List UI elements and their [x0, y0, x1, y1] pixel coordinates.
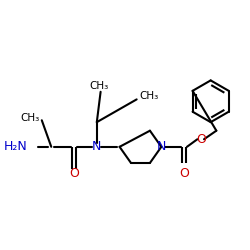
Text: O: O [69, 167, 79, 180]
Text: N: N [92, 140, 102, 153]
Text: CH₃: CH₃ [140, 90, 159, 101]
Text: O: O [179, 167, 189, 180]
Text: CH₃: CH₃ [21, 113, 40, 123]
Text: N: N [157, 140, 166, 153]
Text: H₂N: H₂N [4, 140, 28, 153]
Text: O: O [196, 133, 206, 146]
Text: CH₃: CH₃ [89, 81, 108, 91]
